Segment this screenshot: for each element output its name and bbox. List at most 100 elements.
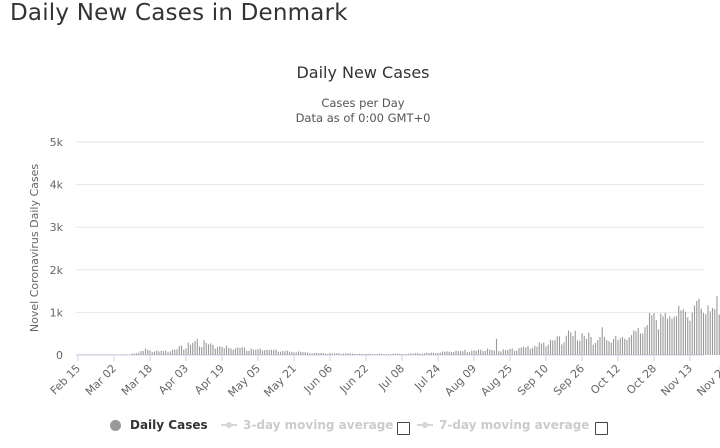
daily-cases-bar[interactable] — [304, 352, 306, 355]
daily-cases-bar[interactable] — [462, 351, 464, 355]
daily-cases-bar[interactable] — [570, 332, 572, 355]
daily-cases-bar[interactable] — [147, 349, 149, 355]
legend-checkbox-7-day-average[interactable] — [595, 422, 608, 435]
daily-cases-bar[interactable] — [178, 346, 180, 355]
daily-cases-bar[interactable] — [151, 352, 153, 355]
daily-cases-bar[interactable] — [160, 350, 162, 355]
daily-cases-bar[interactable] — [216, 347, 219, 355]
daily-cases-bar[interactable] — [705, 314, 707, 355]
daily-cases-bar[interactable] — [583, 335, 585, 355]
daily-cases-bar[interactable] — [79, 354, 81, 355]
daily-cases-bar[interactable] — [432, 352, 435, 355]
daily-cases-bar[interactable] — [527, 345, 529, 355]
daily-cases-bar[interactable] — [77, 354, 79, 355]
daily-cases-bar[interactable] — [446, 351, 448, 355]
daily-cases-bar[interactable] — [300, 351, 302, 355]
daily-cases-bar[interactable] — [709, 311, 711, 355]
daily-cases-bar[interactable] — [250, 348, 252, 355]
daily-cases-bar[interactable] — [333, 353, 336, 355]
daily-cases-bar[interactable] — [225, 345, 228, 355]
daily-cases-bar[interactable] — [471, 350, 473, 355]
daily-cases-bar[interactable] — [347, 353, 349, 355]
daily-cases-bar[interactable] — [214, 348, 216, 355]
daily-cases-bar[interactable] — [167, 352, 169, 355]
daily-cases-bar[interactable] — [572, 336, 574, 355]
daily-cases-bar[interactable] — [448, 351, 450, 355]
daily-cases-bar[interactable] — [414, 353, 417, 355]
daily-cases-bar[interactable] — [171, 349, 174, 355]
daily-cases-bar[interactable] — [252, 349, 255, 355]
daily-cases-bar[interactable] — [138, 352, 140, 355]
daily-cases-bar[interactable] — [385, 354, 387, 355]
daily-cases-bar[interactable] — [590, 337, 592, 355]
daily-cases-bar[interactable] — [531, 347, 534, 355]
daily-cases-bar[interactable] — [196, 338, 198, 355]
daily-cases-bar[interactable] — [482, 351, 484, 355]
daily-cases-bar[interactable] — [615, 335, 617, 355]
daily-cases-bar[interactable] — [684, 311, 687, 355]
daily-cases-bar[interactable] — [318, 353, 320, 355]
daily-cases-bar[interactable] — [700, 308, 702, 355]
daily-cases-bar[interactable] — [513, 350, 516, 355]
daily-cases-bar[interactable] — [426, 352, 428, 355]
daily-cases-bar[interactable] — [484, 351, 486, 355]
daily-cases-bar[interactable] — [219, 346, 221, 355]
daily-cases-bar[interactable] — [392, 353, 394, 355]
daily-cases-bar[interactable] — [210, 343, 212, 355]
daily-cases-bar[interactable] — [660, 313, 662, 355]
daily-cases-bar[interactable] — [466, 352, 468, 355]
daily-cases-bar[interactable] — [396, 353, 399, 355]
daily-cases-bar[interactable] — [374, 354, 376, 355]
daily-cases-bar[interactable] — [327, 353, 329, 355]
daily-cases-bar[interactable] — [248, 350, 250, 355]
daily-cases-bar[interactable] — [543, 342, 545, 355]
daily-cases-bar[interactable] — [639, 333, 642, 355]
daily-cases-bar[interactable] — [228, 347, 230, 355]
daily-cases-bar[interactable] — [549, 339, 552, 355]
daily-cases-bar[interactable] — [464, 349, 466, 355]
daily-cases-bar[interactable] — [279, 351, 282, 355]
daily-cases-bar[interactable] — [489, 349, 491, 355]
daily-cases-bar[interactable] — [156, 350, 158, 355]
daily-cases-bar[interactable] — [592, 344, 594, 355]
daily-cases-bar[interactable] — [628, 337, 630, 355]
daily-cases-bar[interactable] — [185, 348, 187, 355]
daily-cases-bar[interactable] — [617, 340, 619, 355]
daily-cases-bar[interactable] — [671, 318, 673, 355]
daily-cases-bar[interactable] — [520, 347, 522, 355]
daily-cases-bar[interactable] — [223, 348, 225, 355]
daily-cases-bar[interactable] — [599, 337, 601, 355]
daily-cases-bar[interactable] — [581, 333, 583, 355]
daily-cases-bar[interactable] — [246, 350, 248, 355]
daily-cases-bar[interactable] — [585, 339, 588, 355]
daily-cases-bar[interactable] — [450, 351, 453, 355]
daily-cases-bar[interactable] — [711, 307, 714, 355]
legend-item-7-day-average[interactable]: 7-day moving average — [417, 415, 589, 435]
daily-cases-bar[interactable] — [408, 353, 410, 355]
daily-cases-bar[interactable] — [603, 336, 606, 355]
legend-item-3-day-average[interactable]: 3-day moving average — [221, 415, 393, 435]
daily-cases-bar[interactable] — [399, 353, 401, 355]
daily-cases-bar[interactable] — [554, 340, 556, 355]
daily-cases-bar[interactable] — [678, 306, 680, 355]
daily-cases-bar[interactable] — [351, 353, 354, 355]
daily-cases-bar[interactable] — [133, 353, 135, 355]
daily-cases-bar[interactable] — [230, 348, 232, 355]
daily-cases-bar[interactable] — [273, 350, 275, 355]
daily-cases-bar[interactable] — [635, 331, 637, 355]
daily-cases-bar[interactable] — [439, 352, 441, 355]
daily-cases-bar[interactable] — [84, 354, 86, 355]
daily-cases-bar[interactable] — [547, 344, 549, 355]
daily-cases-bar[interactable] — [315, 352, 318, 355]
daily-cases-bar[interactable] — [626, 339, 628, 355]
daily-cases-bar[interactable] — [282, 350, 284, 355]
daily-cases-bar[interactable] — [381, 354, 383, 355]
daily-cases-bar[interactable] — [194, 341, 196, 355]
daily-cases-bar[interactable] — [648, 312, 651, 355]
daily-cases-bar[interactable] — [180, 345, 183, 355]
daily-cases-bar[interactable] — [90, 354, 93, 355]
daily-cases-bar[interactable] — [423, 353, 426, 355]
daily-cases-bar[interactable] — [81, 354, 84, 355]
daily-cases-bar[interactable] — [480, 349, 482, 355]
daily-cases-bar[interactable] — [284, 351, 286, 355]
